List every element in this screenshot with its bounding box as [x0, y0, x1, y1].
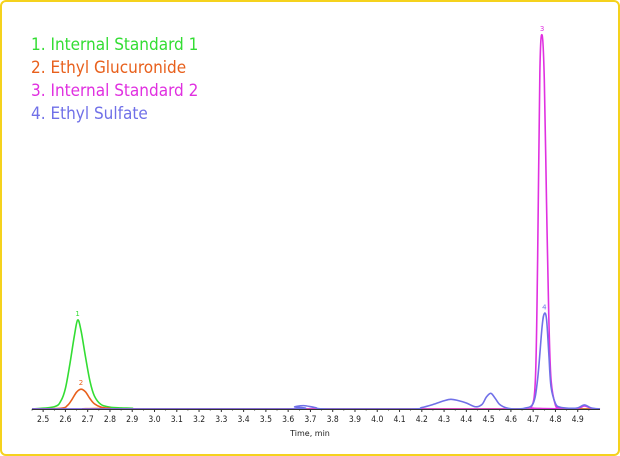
series-line-1 — [31, 319, 600, 410]
x-tick-label: 2.8 — [104, 415, 116, 425]
legend-entry-4: 4. Ethyl Sulfate — [31, 104, 148, 124]
peak-label-1: 1 — [75, 310, 79, 318]
x-tick-label: 3.2 — [193, 415, 205, 425]
x-tick-label: 3.3 — [215, 415, 227, 425]
x-tick-label: 4.3 — [438, 415, 450, 425]
chart-legend: 1. Internal Standard 1 2. Ethyl Glucuroni… — [31, 35, 198, 124]
x-tick-label: 4.5 — [483, 415, 495, 425]
x-tick-label: 2.5 — [37, 415, 49, 425]
x-tick-label: 4.4 — [460, 415, 472, 425]
x-tick-label: 3.1 — [171, 415, 183, 425]
x-tick-label: 4.2 — [416, 415, 428, 425]
series-line-2 — [31, 388, 600, 410]
x-tick-label: 3.9 — [349, 415, 361, 425]
peak-label-2: 2 — [79, 379, 83, 387]
x-tick-label: 3.4 — [238, 415, 250, 425]
x-tick-label: 3.8 — [327, 415, 339, 425]
series-line-4 — [31, 312, 601, 410]
x-axis-title: Time, min — [289, 429, 330, 438]
x-tick-label: 4.8 — [549, 415, 561, 425]
x-tick-label: 4.7 — [527, 415, 539, 425]
x-tick-label: 4.1 — [393, 415, 405, 425]
x-tick-label: 2.6 — [59, 415, 71, 425]
peak-label-3: 3 — [540, 25, 544, 33]
x-tick-label: 3.6 — [282, 415, 294, 425]
x-axis-ticks: 2.5 2.6 2.7 2.8 2.9 3.0 3.1 3.2 3.3 3.4 3.5 3.6 3.7 3… — [31, 409, 590, 425]
peak-label-4: 4 — [542, 304, 547, 312]
legend-entry-2: 2. Ethyl Glucuronide — [31, 58, 186, 78]
x-tick-label: 4.0 — [371, 415, 383, 425]
legend-entry-1: 1. Internal Standard 1 — [31, 35, 198, 55]
x-tick-label: 3.5 — [260, 415, 272, 425]
x-tick-label: 4.9 — [572, 415, 584, 425]
x-tick-label: 4.6 — [505, 415, 517, 425]
x-tick-label: 2.7 — [82, 415, 94, 425]
x-tick-label: 3.7 — [304, 415, 316, 425]
x-tick-label: 2.9 — [126, 415, 138, 425]
x-tick-label: 3.0 — [148, 415, 160, 425]
legend-entry-3: 3. Internal Standard 2 — [31, 81, 198, 101]
